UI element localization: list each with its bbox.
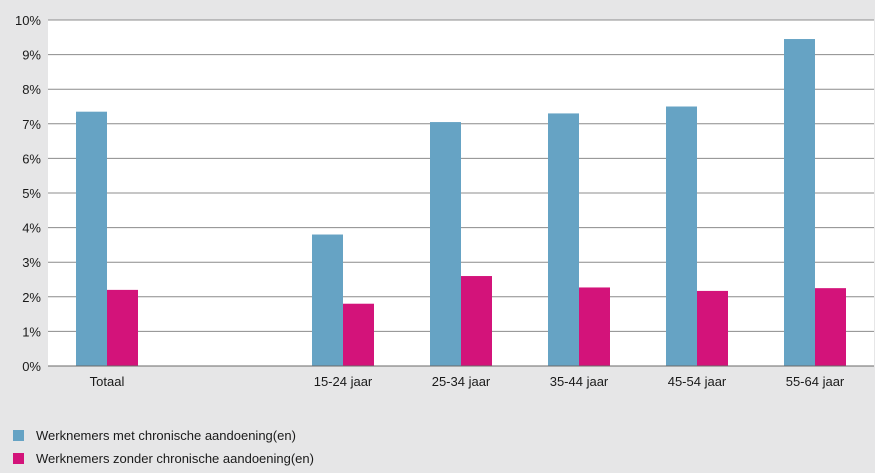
bar-zonder bbox=[107, 289, 138, 366]
bar-zonder bbox=[343, 303, 374, 366]
x-tick-label: Totaal bbox=[90, 374, 125, 389]
y-axis-ticks: 0% 1% 2% 3% 4% 5% 6% 7% 8% 9% 10% bbox=[15, 13, 41, 374]
x-tick-label: 15-24 jaar bbox=[314, 374, 373, 389]
legend-swatch-met bbox=[13, 430, 24, 441]
bar-zonder bbox=[579, 287, 610, 366]
y-tick-label: 6% bbox=[22, 151, 41, 166]
x-tick-label: 35-44 jaar bbox=[550, 374, 609, 389]
x-tick-label: 45-54 jaar bbox=[668, 374, 727, 389]
x-tick-label: 25-34 jaar bbox=[432, 374, 491, 389]
y-tick-label: 3% bbox=[22, 255, 41, 270]
bar-met bbox=[784, 39, 815, 366]
bar-zonder bbox=[461, 276, 492, 366]
y-tick-label: 5% bbox=[22, 186, 41, 201]
legend-swatch-zonder bbox=[13, 453, 24, 464]
legend-item-zonder: Werknemers zonder chronische aandoening(… bbox=[13, 449, 314, 468]
y-tick-label: 1% bbox=[22, 324, 41, 339]
legend-label-met: Werknemers met chronische aandoening(en) bbox=[36, 428, 296, 443]
bar-met bbox=[430, 122, 461, 366]
legend-label-zonder: Werknemers zonder chronische aandoening(… bbox=[36, 451, 314, 466]
x-axis-ticks: Totaal 15-24 jaar 25-34 jaar 35-44 jaar 45-5… bbox=[90, 374, 845, 389]
bar-zonder bbox=[697, 290, 728, 366]
legend-item-met: Werknemers met chronische aandoening(en) bbox=[13, 426, 314, 445]
bar-met bbox=[548, 113, 579, 366]
y-tick-label: 9% bbox=[22, 48, 41, 63]
bar-met bbox=[312, 234, 343, 366]
y-tick-label: 2% bbox=[22, 290, 41, 305]
bars bbox=[76, 39, 846, 366]
y-tick-label: 0% bbox=[22, 359, 41, 374]
bar-met bbox=[76, 111, 107, 366]
y-tick-label: 4% bbox=[22, 221, 41, 236]
y-tick-label: 8% bbox=[22, 82, 41, 97]
y-tick-label: 10% bbox=[15, 13, 41, 28]
y-tick-label: 7% bbox=[22, 117, 41, 132]
bar-met bbox=[666, 106, 697, 366]
x-tick-label: 55-64 jaar bbox=[786, 374, 845, 389]
bar-zonder bbox=[815, 288, 846, 366]
legend: Werknemers met chronische aandoening(en)… bbox=[13, 426, 314, 472]
bar-chart: 0% 1% 2% 3% 4% 5% 6% 7% 8% 9% 10% Totaal 15-24 jaar… bbox=[15, 13, 874, 389]
